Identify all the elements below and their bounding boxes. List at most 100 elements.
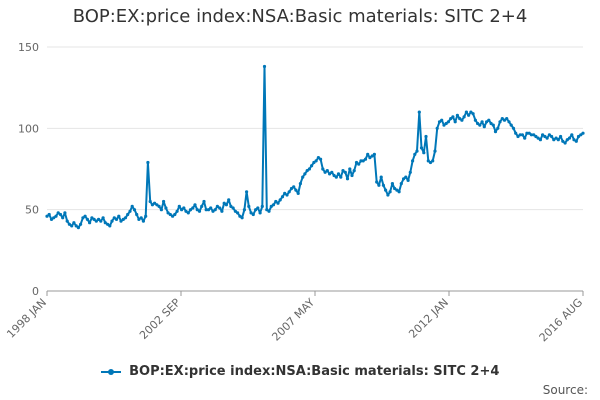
data-point[interactable] [81,216,85,220]
data-point[interactable] [404,175,408,179]
data-point[interactable] [556,138,560,142]
data-point[interactable] [372,152,376,156]
data-point[interactable] [458,117,462,121]
data-point[interactable] [388,190,392,194]
data-point[interactable] [168,212,172,217]
data-point[interactable] [511,126,516,130]
data-point[interactable] [200,204,204,208]
data-point[interactable] [58,212,63,217]
data-point[interactable] [529,133,534,137]
data-point[interactable] [128,209,132,213]
data-point[interactable] [197,209,202,213]
data-point[interactable] [249,211,253,215]
data-point[interactable] [399,182,403,186]
data-point[interactable] [381,183,385,187]
data-point[interactable] [220,209,224,213]
data-point[interactable] [370,154,374,158]
data-point[interactable] [390,182,394,186]
data-point[interactable] [359,159,363,163]
data-point[interactable] [316,156,320,160]
data-point[interactable] [123,216,128,220]
data-point[interactable] [278,198,282,202]
data-point[interactable] [49,217,54,221]
data-point[interactable] [395,188,399,192]
data-point[interactable] [527,131,531,135]
data-point[interactable] [171,214,175,218]
data-point[interactable] [155,203,159,207]
data-point[interactable] [581,131,585,135]
data-point[interactable] [312,160,316,165]
data-point[interactable] [229,204,233,208]
data-point[interactable] [433,149,437,153]
data-point[interactable] [74,224,78,228]
data-point[interactable] [435,126,439,130]
data-point[interactable] [254,208,258,212]
data-point[interactable] [446,120,450,124]
data-point[interactable] [267,209,271,213]
data-point[interactable] [121,217,125,221]
data-point[interactable] [256,206,260,210]
data-point[interactable] [417,110,421,114]
data-point[interactable] [94,219,98,223]
data-point[interactable] [440,118,444,122]
data-point[interactable] [489,121,493,126]
data-point[interactable] [386,193,390,197]
data-point[interactable] [419,146,424,150]
data-point[interactable] [321,167,325,171]
data-point[interactable] [307,167,311,171]
data-point[interactable] [209,206,213,210]
data-point[interactable] [287,190,291,194]
data-point[interactable] [576,134,581,139]
data-point[interactable] [144,214,148,218]
data-point[interactable] [99,219,103,223]
data-point[interactable] [328,172,332,176]
data-point[interactable] [236,211,240,215]
data-point[interactable] [480,120,484,124]
data-point[interactable] [357,162,361,166]
data-point[interactable] [561,139,565,143]
data-point[interactable] [366,152,370,156]
data-point[interactable] [341,169,345,173]
data-point[interactable] [402,177,406,181]
data-point[interactable] [184,209,188,213]
data-point[interactable] [345,177,350,181]
data-point[interactable] [88,221,92,225]
data-point[interactable] [45,214,49,218]
data-point[interactable] [476,121,480,126]
data-point[interactable] [110,219,114,223]
data-point[interactable] [141,219,145,223]
data-point[interactable] [543,134,547,139]
data-point[interactable] [426,159,430,163]
data-point[interactable] [314,159,318,163]
data-point[interactable] [213,208,217,212]
data-point[interactable] [473,118,477,122]
data-point[interactable] [67,222,71,226]
data-point[interactable] [431,159,435,163]
data-point[interactable] [413,152,417,156]
data-point[interactable] [545,136,549,140]
data-point[interactable] [343,170,347,174]
data-point[interactable] [305,169,309,173]
data-point[interactable] [460,118,464,122]
data-point[interactable] [296,191,300,195]
data-point[interactable] [211,209,215,213]
data-point[interactable] [332,173,336,178]
data-point[interactable] [97,217,101,221]
data-point[interactable] [534,134,538,139]
data-point[interactable] [47,212,51,217]
data-point[interactable] [536,136,540,140]
data-point[interactable] [177,204,181,208]
data-point[interactable] [139,216,143,220]
data-point[interactable] [350,173,354,178]
data-point[interactable] [265,208,269,212]
data-point[interactable] [550,134,554,139]
data-point[interactable] [520,133,525,137]
data-point[interactable] [462,115,466,119]
data-point[interactable] [206,208,211,212]
data-point[interactable] [193,203,197,207]
data-point[interactable] [159,208,163,212]
data-point[interactable] [132,208,137,212]
data-point[interactable] [541,133,545,137]
data-point[interactable] [186,211,190,215]
data-point[interactable] [276,201,280,205]
